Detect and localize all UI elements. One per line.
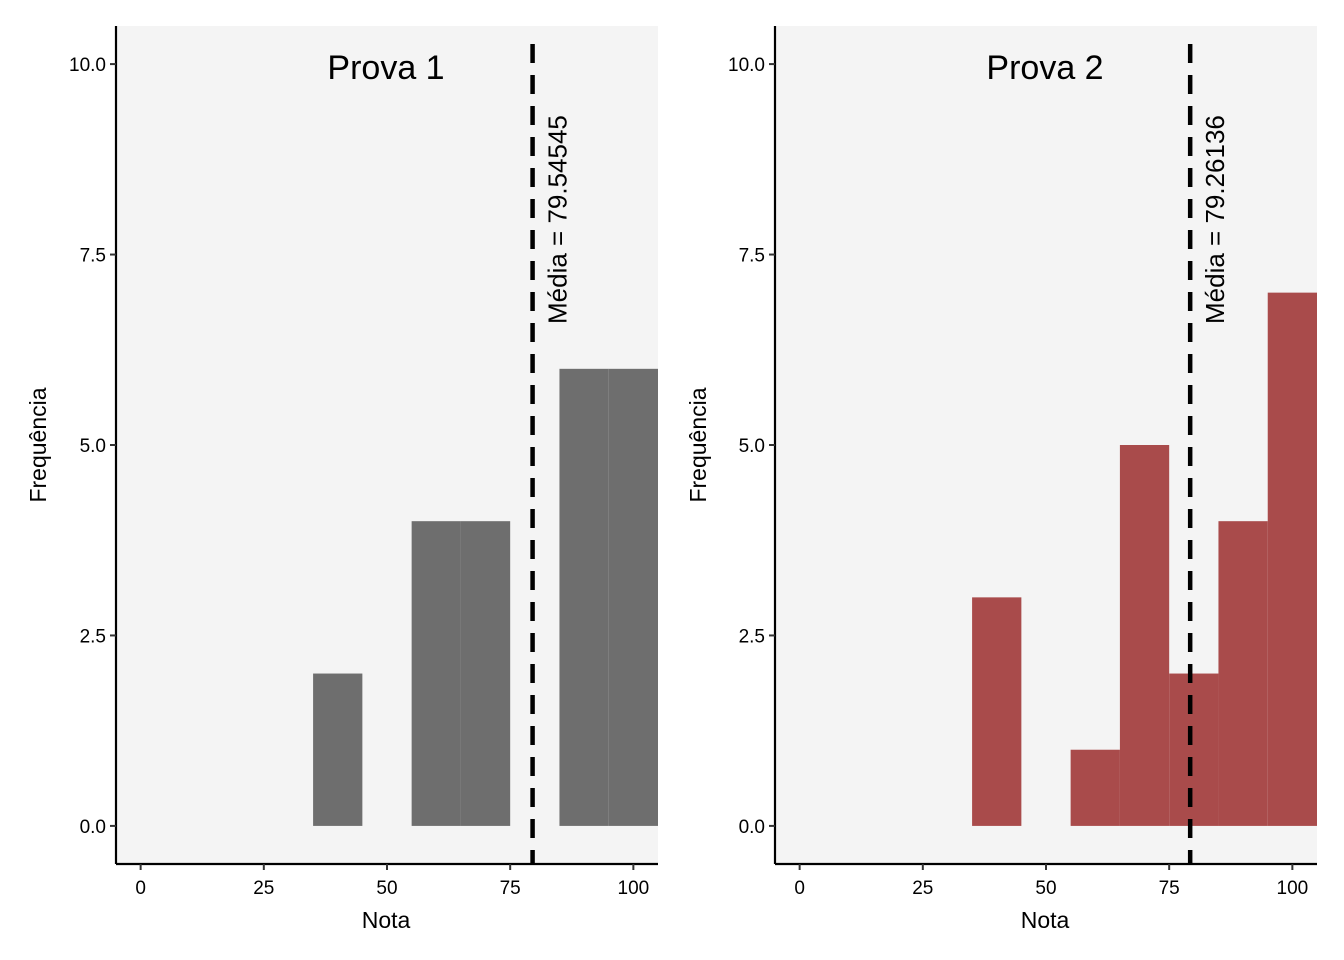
histogram-bar <box>1119 445 1170 826</box>
x-tick-label: 25 <box>912 878 933 899</box>
mean-label: Média = 79.54545 <box>543 115 573 324</box>
histogram-bar <box>972 597 1022 826</box>
histogram-bar <box>1218 521 1268 826</box>
x-tick-label: 0 <box>794 878 805 899</box>
histogram-bar <box>559 368 609 826</box>
histogram-bar <box>313 673 363 826</box>
x-tick-label: 100 <box>618 878 650 899</box>
y-tick-label: 7.5 <box>739 246 765 267</box>
y-tick-label: 0.0 <box>739 817 765 838</box>
y-tick-label: 5.0 <box>739 436 765 457</box>
x-tick-label: 50 <box>1035 878 1056 899</box>
x-tick-label: 50 <box>376 878 397 899</box>
y-tick-label: 2.5 <box>80 626 106 647</box>
x-tick-label: 0 <box>135 878 146 899</box>
x-axis-title: Nota <box>362 907 411 933</box>
x-axis-title: Nota <box>1021 907 1070 933</box>
x-tick-label: 75 <box>1159 878 1180 899</box>
y-tick-label: 0.0 <box>80 817 106 838</box>
y-axis-title: Frequência <box>25 387 51 502</box>
x-tick-label: 25 <box>253 878 274 899</box>
histogram-bar <box>411 521 461 826</box>
histogram-bar <box>608 368 658 826</box>
x-tick-label: 75 <box>500 878 521 899</box>
panel-prova-1: 0.0 2.5 5.0 7.5 10.0 0 25 50 75 100 Nota Frequência… <box>25 26 658 933</box>
histogram-bar <box>1070 749 1120 826</box>
y-tick-label: 5.0 <box>80 436 106 457</box>
y-axis-title: Frequência <box>685 387 711 502</box>
histogram-bar <box>1169 673 1219 826</box>
mean-label: Média = 79.26136 <box>1200 115 1230 324</box>
histogram-bar <box>460 521 511 826</box>
panel-prova-2: 0.0 2.5 5.0 7.5 10.0 0 25 50 75 100 Nota Frequência… <box>685 26 1317 933</box>
histogram-bar <box>1267 292 1317 826</box>
panel-title: Prova 2 <box>986 49 1103 87</box>
x-tick-label: 100 <box>1277 878 1309 899</box>
y-tick-label: 7.5 <box>80 246 106 267</box>
y-tick-label: 10.0 <box>728 55 765 76</box>
y-tick-label: 10.0 <box>69 55 106 76</box>
panel-title: Prova 1 <box>327 49 444 87</box>
y-tick-label: 2.5 <box>739 626 765 647</box>
